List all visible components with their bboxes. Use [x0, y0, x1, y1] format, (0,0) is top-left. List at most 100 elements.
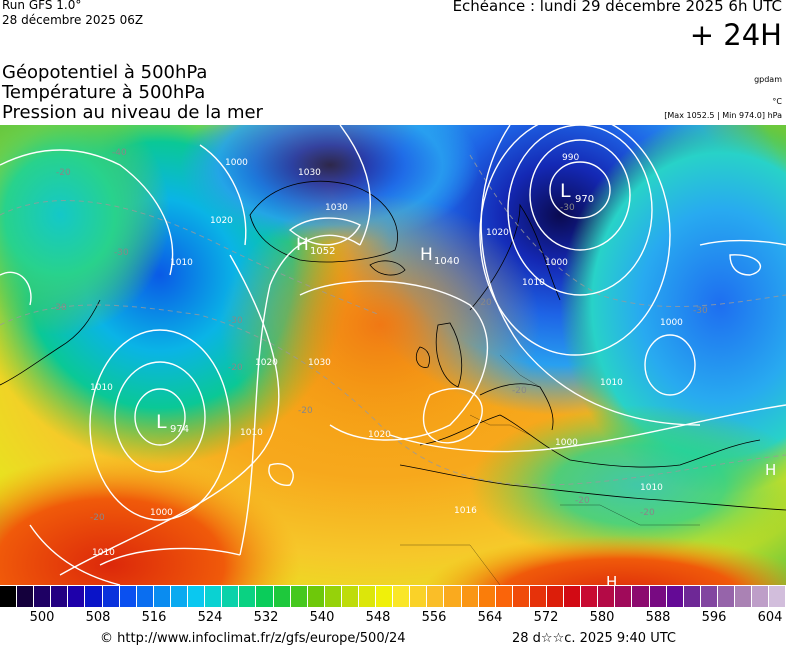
param-geopotential: Géopotentiel à 500hPa	[2, 62, 208, 83]
scale-label: 588	[645, 610, 671, 625]
unit-temperature: °C	[772, 97, 782, 106]
scale-swatch	[615, 586, 633, 607]
isobar-labels: 1020 1030 1030 1010 1000 990 1010 1030 1…	[90, 153, 683, 558]
unit-pressure: [Max 1052.5 | Min 974.0] hPa	[664, 111, 782, 120]
isobar-label: 1016	[454, 506, 477, 516]
scale-swatch	[649, 586, 667, 607]
scale-swatch	[17, 586, 35, 607]
isobar-label: 1020	[486, 228, 509, 238]
scale-swatch	[170, 586, 189, 607]
color-scale-bar	[0, 586, 786, 607]
scale-swatch	[273, 586, 291, 607]
scale-label: 596	[701, 610, 727, 625]
isobar-label: 1030	[298, 168, 321, 178]
run-date: 28 décembre 2025 06Z	[2, 13, 144, 27]
scale-label: 548	[365, 610, 391, 625]
scale-swatch	[547, 586, 565, 607]
isobar-label: 1010	[170, 258, 193, 268]
isobar-label: 1010	[640, 483, 663, 493]
isobar-label: 1000	[660, 318, 683, 328]
scale-swatch	[153, 586, 171, 607]
run-info: Run GFS 1.0° 28 décembre 2025 06Z	[2, 0, 143, 28]
scale-swatch	[188, 586, 206, 607]
run-line: Run GFS 1.0°	[2, 0, 82, 12]
scale-swatch	[205, 586, 223, 607]
isotherm-labels: -40 -30 -20 -30 -20 -30 -20 -20 -20 -30 …	[52, 148, 708, 523]
high-value: 1052	[310, 246, 335, 257]
param-pressure: Pression au niveau de la mer	[2, 102, 263, 123]
coastlines	[0, 180, 786, 511]
isotherm-label: -30	[693, 306, 708, 316]
unit-geopotential: gpdam	[754, 75, 782, 84]
isobar-label: 1020	[368, 430, 391, 440]
scale-swatch	[564, 586, 582, 607]
scale-swatch	[461, 586, 479, 607]
scale-label: 500	[29, 610, 55, 625]
scale-swatch	[0, 586, 18, 607]
scale-swatch	[495, 586, 513, 607]
scale-label: 508	[85, 610, 111, 625]
isobar-label: 990	[562, 153, 579, 163]
isotherm-label: -20	[228, 363, 243, 373]
scale-swatch	[598, 586, 616, 607]
isobar-label: 1030	[308, 358, 331, 368]
scale-swatch	[51, 586, 69, 607]
high-center: H	[765, 461, 776, 479]
isotherm-label: -30	[114, 248, 129, 258]
scale-swatch	[632, 586, 650, 607]
scale-label: 572	[533, 610, 559, 625]
scale-swatch	[136, 586, 154, 607]
isobar-label: 1020	[210, 216, 233, 226]
scale-swatch	[444, 586, 462, 607]
isobar-label: 1000	[545, 258, 568, 268]
low-marker: L	[156, 411, 167, 433]
scale-label: 556	[421, 610, 447, 625]
isobar-label: 1030	[325, 203, 348, 213]
scale-swatch	[683, 586, 701, 607]
lead-time: + 24H	[689, 18, 782, 52]
isobars	[0, 125, 786, 585]
scale-swatch	[68, 586, 86, 607]
scale-swatch	[119, 586, 137, 607]
param-temperature: Température à 500hPa	[2, 82, 206, 103]
isotherm-label: -20	[477, 298, 492, 308]
isotherm-label: -20	[56, 168, 71, 178]
high-center: H 1052	[296, 235, 335, 257]
valid-time: Echéance : lundi 29 décembre 2025 6h UTC	[452, 0, 782, 15]
high-marker: H	[606, 573, 617, 585]
scale-swatch	[307, 586, 325, 607]
isotherm-label: -30	[52, 303, 67, 313]
scale-swatch	[393, 586, 411, 607]
isotherms	[0, 154, 786, 486]
isotherm-label: -20	[640, 508, 655, 518]
high-center: H 1040	[420, 245, 459, 267]
isotherm-label: -20	[298, 406, 313, 416]
isobar-label: 1000	[150, 508, 173, 518]
scale-swatch	[581, 586, 599, 607]
scale-label: 532	[253, 610, 279, 625]
low-value: 970	[575, 194, 594, 205]
scale-label: 580	[589, 610, 615, 625]
high-value: 1040	[434, 256, 459, 267]
footer-timestamp: 28 d☆☆c. 2025 9:40 UTC	[512, 631, 676, 646]
scale-swatch	[85, 586, 103, 607]
scale-swatch	[769, 586, 786, 607]
scale-swatch	[478, 586, 496, 607]
scale-swatch	[700, 586, 718, 607]
scale-label: 524	[197, 610, 223, 625]
scale-swatch	[290, 586, 308, 607]
scale-swatch	[222, 586, 240, 607]
isobar-label: 1010	[600, 378, 623, 388]
isotherm-label: -40	[112, 148, 127, 158]
footer-url: © http://www.infoclimat.fr/z/gfs/europe/…	[100, 631, 406, 646]
scale-swatch	[324, 586, 342, 607]
scale-label: 540	[309, 610, 335, 625]
isotherm-label: -20	[90, 513, 105, 523]
low-center: L 970	[560, 180, 594, 205]
scale-swatch	[256, 586, 274, 607]
scale-swatch	[410, 586, 428, 607]
isobar-label: 1010	[90, 383, 113, 393]
scale-swatch	[752, 586, 770, 607]
isotherm-label: -20	[575, 496, 590, 506]
pressure-centers: L 970 H 1052 H 1040 L 974 H H	[156, 180, 776, 585]
